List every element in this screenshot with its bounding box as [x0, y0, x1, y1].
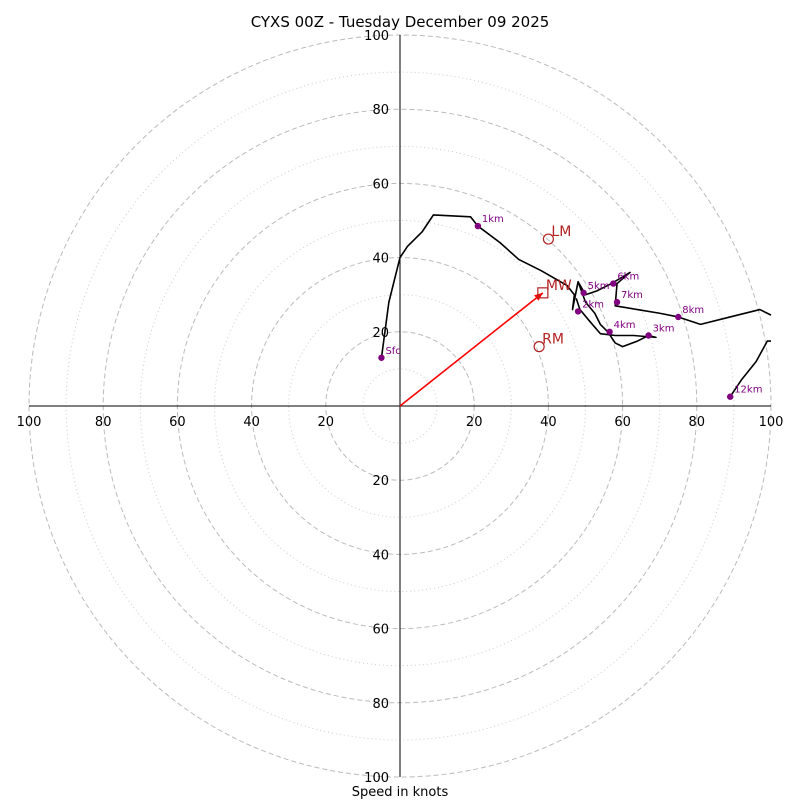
shear-vector-arrowhead	[534, 292, 543, 301]
hodograph-trace-midlevel	[575, 281, 657, 348]
tick-label-y-top-80: 80	[372, 103, 389, 118]
height-label-1km: 1km	[482, 214, 504, 225]
height-marker-6km	[610, 280, 617, 287]
storm-motion-marker-lm	[542, 233, 555, 245]
tick-label-x-left-20: 20	[318, 415, 335, 430]
height-label-4km: 4km	[614, 320, 636, 331]
storm-motion-label-rm: RM	[542, 332, 564, 348]
tick-label-y-bottom-100: 100	[364, 771, 389, 786]
tick-label-y-top-100: 100	[364, 29, 389, 44]
hodograph-trace	[380, 214, 772, 407]
storm-motion-markers: LM MW RM	[533, 224, 572, 353]
tick-label-y-bottom-60: 60	[372, 623, 389, 638]
tick-label-y-bottom-20: 20	[372, 474, 389, 489]
height-marker-2km	[574, 308, 582, 315]
height-markers: Sfc 1km 2km 3km 4km 5km 6km 7km 8km 12km	[378, 214, 762, 400]
height-marker-4km	[606, 328, 613, 335]
height-marker-1km	[474, 222, 482, 230]
shear-vector-line	[399, 292, 544, 407]
storm-motion-marker-mw	[537, 287, 549, 299]
height-marker-7km	[613, 298, 621, 306]
tick-label-x-right-40: 40	[540, 415, 557, 430]
height-label-2km: 2km	[582, 299, 604, 310]
storm-motion-label-mw: MW	[546, 278, 572, 294]
height-marker-sfc	[378, 354, 385, 361]
height-marker-5km	[580, 289, 587, 297]
height-marker-8km	[675, 313, 682, 321]
height-label-12km: 12km	[734, 385, 762, 396]
tick-label-y-bottom-40: 40	[372, 548, 389, 563]
tick-label-x-left-40: 40	[243, 415, 260, 430]
tick-label-x-left-100: 100	[17, 415, 42, 430]
tick-label-x-right-20: 20	[466, 415, 483, 430]
height-marker-12km	[726, 393, 734, 400]
tick-label-x-right-80: 80	[689, 415, 706, 430]
hodograph-trace-upper-segment	[729, 340, 771, 398]
storm-motion-marker-rm	[533, 341, 545, 353]
x-axis-label: Speed in knots	[352, 785, 449, 800]
tick-labels: 100 80 60 40 20 20 40 60 80 100 100 80 60 40 20 20 40 60 8…	[17, 29, 784, 786]
height-label-8km: 8km	[682, 305, 704, 316]
height-marker-3km	[645, 332, 652, 339]
tick-label-x-left-60: 60	[169, 415, 186, 430]
hodograph-trace-main	[380, 214, 772, 358]
tick-label-y-top-40: 40	[372, 252, 389, 267]
tick-label-x-left-80: 80	[95, 415, 112, 430]
height-label-7km: 7km	[621, 290, 643, 301]
tick-label-x-right-60: 60	[614, 415, 631, 430]
tick-label-y-top-60: 60	[372, 177, 389, 192]
tick-label-x-right-100: 100	[759, 415, 784, 430]
height-label-3km: 3km	[653, 324, 675, 335]
tick-label-y-top-20: 20	[372, 326, 389, 341]
chart-title: CYXS 00Z - Tuesday December 09 2025	[251, 13, 550, 31]
storm-motion-label-lm: LM	[551, 224, 571, 240]
height-label-6km: 6km	[617, 272, 639, 283]
height-label-sfc: Sfc	[385, 346, 400, 357]
height-label-5km: 5km	[588, 281, 610, 292]
tick-label-y-bottom-80: 80	[372, 697, 389, 712]
